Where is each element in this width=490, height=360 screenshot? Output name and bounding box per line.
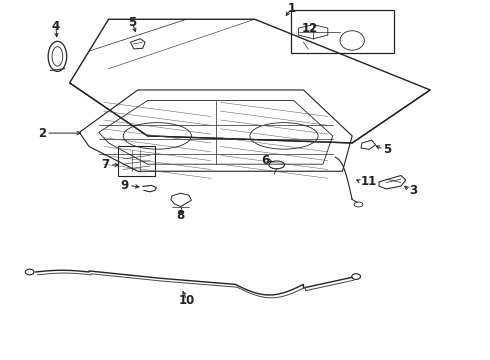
Text: 7: 7 [101, 158, 110, 171]
Text: 5: 5 [128, 15, 136, 28]
Text: 11: 11 [361, 175, 377, 188]
Text: 8: 8 [176, 209, 185, 222]
Text: 9: 9 [121, 179, 129, 192]
Text: 6: 6 [261, 154, 270, 167]
Text: 3: 3 [410, 184, 418, 197]
Text: 1: 1 [287, 2, 295, 15]
Text: 4: 4 [52, 20, 60, 33]
Text: 2: 2 [38, 127, 46, 140]
Text: 12: 12 [302, 22, 318, 35]
Text: 5: 5 [383, 143, 392, 156]
Text: 10: 10 [178, 294, 195, 307]
